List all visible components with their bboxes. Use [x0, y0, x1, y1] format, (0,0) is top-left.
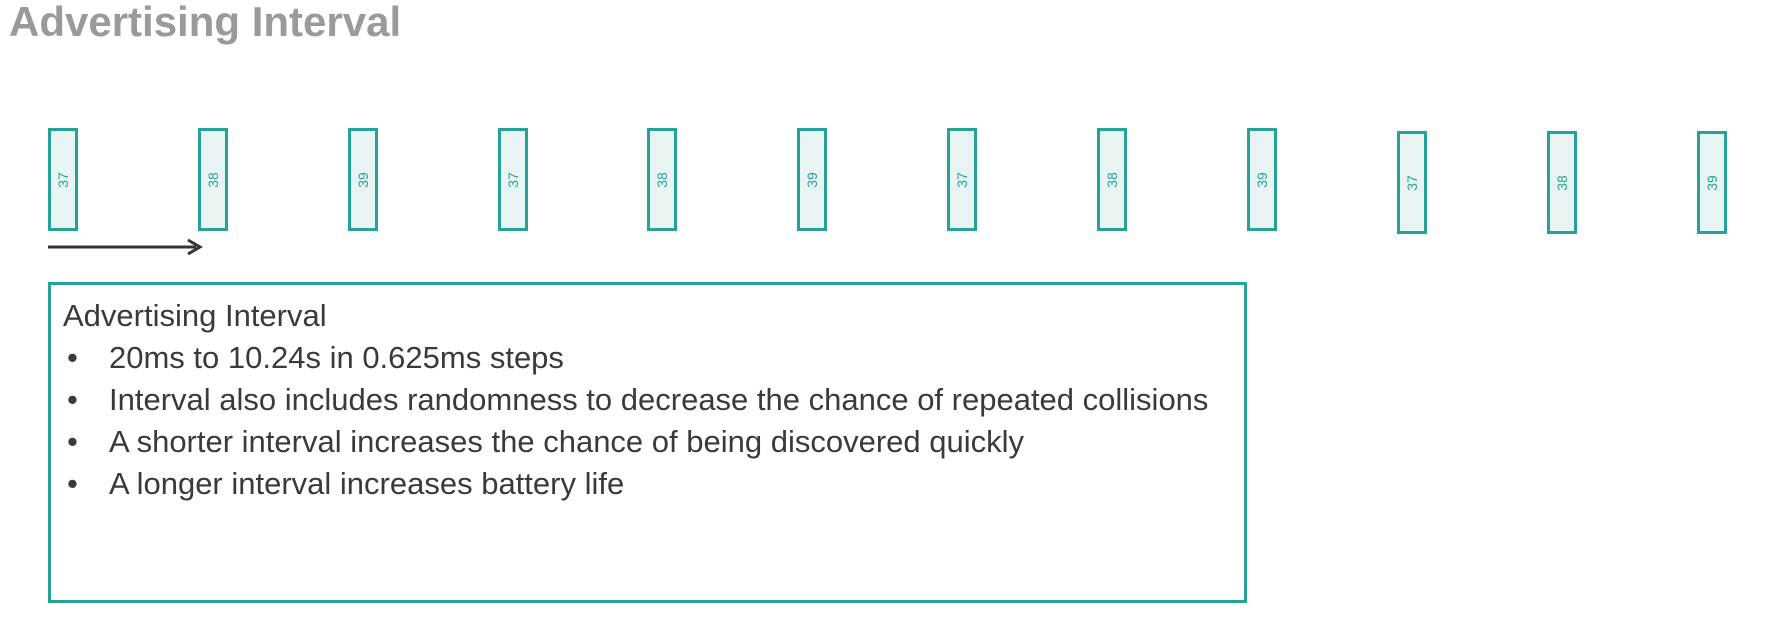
channel-label: 37: [55, 171, 71, 188]
channel-label: 39: [1254, 171, 1270, 188]
advertising-packet: 37: [1397, 131, 1427, 234]
channel-label: 39: [355, 171, 371, 188]
advertising-packet: 38: [198, 128, 228, 231]
bullet-icon: •: [67, 382, 78, 417]
advertising-packet: 38: [647, 128, 677, 231]
channel-label: 39: [804, 171, 820, 188]
channel-label: 38: [1104, 171, 1120, 188]
advertising-packet: 39: [348, 128, 378, 231]
bullet-icon: •: [67, 466, 78, 501]
list-item: • A longer interval increases battery li…: [63, 463, 1232, 505]
advertising-packet: 39: [1697, 131, 1727, 234]
info-list: • 20ms to 10.24s in 0.625ms steps • Inte…: [63, 337, 1232, 505]
advertising-packet: 39: [797, 128, 827, 231]
bullet-icon: •: [67, 424, 78, 459]
advertising-interval-info-box: Advertising Interval • 20ms to 10.24s in…: [48, 282, 1247, 603]
list-item-text: A shorter interval increases the chance …: [109, 424, 1024, 459]
advertising-packet: 39: [1247, 128, 1277, 231]
advertising-packet: 37: [48, 128, 78, 231]
channel-label: 39: [1704, 174, 1720, 191]
channel-label: 37: [505, 171, 521, 188]
advertising-packet: 37: [947, 128, 977, 231]
interval-arrow-icon: [48, 238, 203, 256]
list-item: • Interval also includes randomness to d…: [63, 379, 1232, 421]
list-item: • A shorter interval increases the chanc…: [63, 421, 1232, 463]
list-item-text: Interval also includes randomness to dec…: [109, 382, 1209, 417]
list-item: • 20ms to 10.24s in 0.625ms steps: [63, 337, 1232, 379]
slide-title: Advertising Interval: [9, 0, 402, 45]
channel-label: 38: [1554, 174, 1570, 191]
info-box-heading: Advertising Interval: [63, 298, 327, 333]
channel-label: 37: [1404, 174, 1420, 191]
channel-label: 38: [205, 171, 221, 188]
advertising-packet: 38: [1097, 128, 1127, 231]
advertising-packet: 38: [1547, 131, 1577, 234]
list-item-text: A longer interval increases battery life: [109, 466, 625, 501]
bullet-icon: •: [67, 340, 78, 375]
list-item-text: 20ms to 10.24s in 0.625ms steps: [109, 340, 564, 375]
channel-label: 38: [654, 171, 670, 188]
advertising-packet: 37: [498, 128, 528, 231]
channel-label: 37: [954, 171, 970, 188]
